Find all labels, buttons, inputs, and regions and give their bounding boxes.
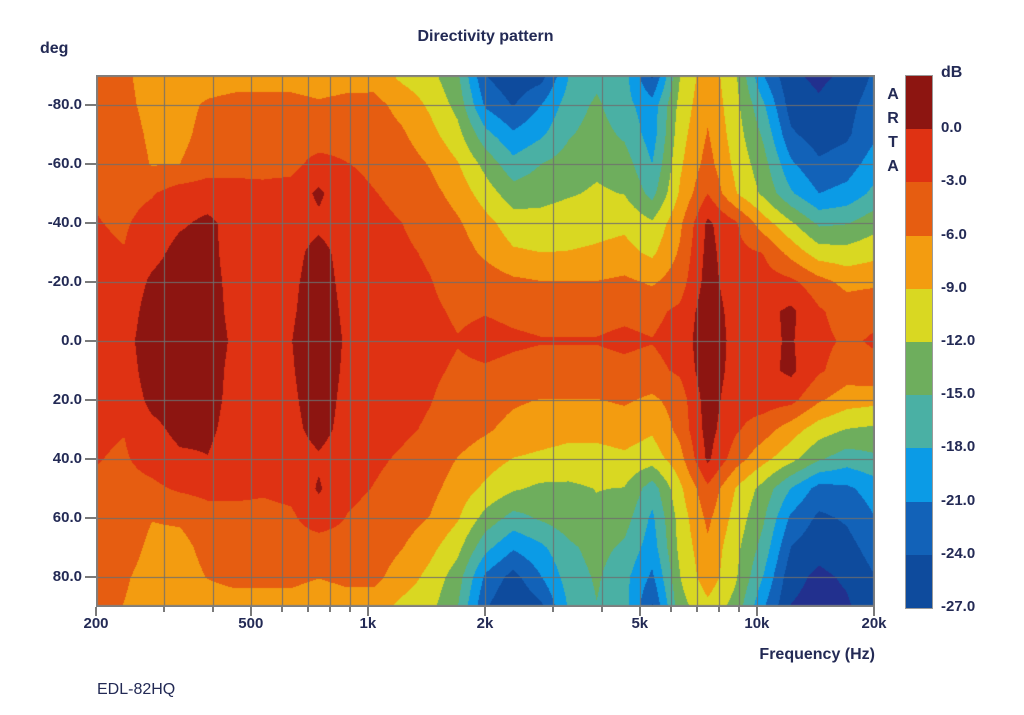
x-tick-label: 10k xyxy=(744,615,770,632)
colorbar-tick-label: -9.0 xyxy=(941,278,967,296)
colorbar-tick-label: -21.0 xyxy=(941,491,976,509)
colorbar-segment xyxy=(906,182,932,236)
x-tick-mark xyxy=(95,607,97,616)
x-minor-tick-mark xyxy=(718,607,721,612)
arta-letter: A xyxy=(887,158,899,175)
x-tick-mark xyxy=(755,607,758,616)
colorbar-segment xyxy=(906,235,932,289)
colorbar-segment xyxy=(906,76,932,130)
colorbar-tick-label: -15.0 xyxy=(941,385,976,403)
chart-title: Directivity pattern xyxy=(417,28,554,45)
colorbar-tick-label: -12.0 xyxy=(941,332,976,349)
y-tick-mark xyxy=(85,398,96,401)
y-tick-label: -20.0 xyxy=(47,272,82,290)
colorbar-segment xyxy=(906,288,932,343)
arta-letter: A xyxy=(887,86,899,103)
x-tick-mark xyxy=(249,607,252,616)
x-tick-label: 2k xyxy=(476,615,494,632)
arta-letter: R xyxy=(887,110,899,127)
x-axis-title: Frequency (Hz) xyxy=(759,646,875,663)
x-minor-tick-mark xyxy=(552,607,555,612)
y-tick-label: -40.0 xyxy=(47,213,82,231)
x-minor-tick-mark xyxy=(163,607,166,612)
x-tick-mark xyxy=(484,607,486,616)
x-minor-tick-mark xyxy=(212,607,215,612)
y-tick-mark xyxy=(85,221,96,224)
y-tick-mark xyxy=(85,103,96,106)
y-tick-label: 80.0 xyxy=(52,567,82,585)
directivity-heatmap-canvas xyxy=(96,75,875,607)
y-tick-label: -80.0 xyxy=(47,95,82,113)
x-tick-mark xyxy=(366,607,369,616)
x-minor-tick-mark xyxy=(280,607,283,612)
colorbar-segment xyxy=(906,554,932,609)
x-tick-label: 1k xyxy=(359,615,377,632)
colorbar-tick-label: -3.0 xyxy=(941,172,967,190)
y-tick-label: 20.0 xyxy=(52,390,82,408)
x-minor-tick-mark xyxy=(669,607,672,612)
colorbar-segment xyxy=(906,342,932,396)
x-minor-tick-mark xyxy=(306,607,309,612)
x-tick-label: 200 xyxy=(83,615,109,632)
x-minor-tick-mark xyxy=(329,607,332,612)
colorbar-segment xyxy=(906,395,932,449)
device-name-label: EDL-82HQ xyxy=(97,681,176,698)
y-tick-label: 40.0 xyxy=(52,449,82,467)
x-tick-label: 500 xyxy=(238,615,264,632)
colorbar-unit-label: dB xyxy=(941,64,963,81)
y-axis-unit-label: deg xyxy=(40,40,69,57)
colorbar-segment xyxy=(906,501,932,555)
colorbar-tick-label: -24.0 xyxy=(941,544,976,562)
colorbar xyxy=(905,75,933,609)
y-tick-mark xyxy=(85,457,96,460)
y-tick-label: 60.0 xyxy=(52,508,82,526)
colorbar-tick-label: -6.0 xyxy=(941,225,967,243)
x-minor-tick-mark xyxy=(695,607,698,612)
x-tick-label: 20k xyxy=(861,615,887,632)
x-tick-mark xyxy=(873,607,875,616)
colorbar-tick-label: 0.0 xyxy=(941,119,962,137)
x-tick-label: 5k xyxy=(631,615,649,632)
y-tick-label: -60.0 xyxy=(47,154,82,172)
x-minor-tick-mark xyxy=(738,607,741,612)
arta-letter: T xyxy=(888,134,898,151)
y-tick-mark xyxy=(85,280,96,283)
y-tick-label: 0.0 xyxy=(61,331,82,349)
y-tick-mark xyxy=(85,339,96,342)
colorbar-segment xyxy=(906,129,932,183)
y-tick-mark xyxy=(85,162,96,165)
colorbar-tick-label: -27.0 xyxy=(941,598,976,615)
colorbar-tick-label: -18.0 xyxy=(941,438,976,456)
y-tick-mark xyxy=(85,575,96,578)
x-tick-mark xyxy=(638,607,641,616)
x-minor-tick-mark xyxy=(601,607,604,612)
x-minor-tick-mark xyxy=(349,607,352,612)
y-tick-mark xyxy=(85,516,96,519)
colorbar-segment xyxy=(906,448,932,502)
